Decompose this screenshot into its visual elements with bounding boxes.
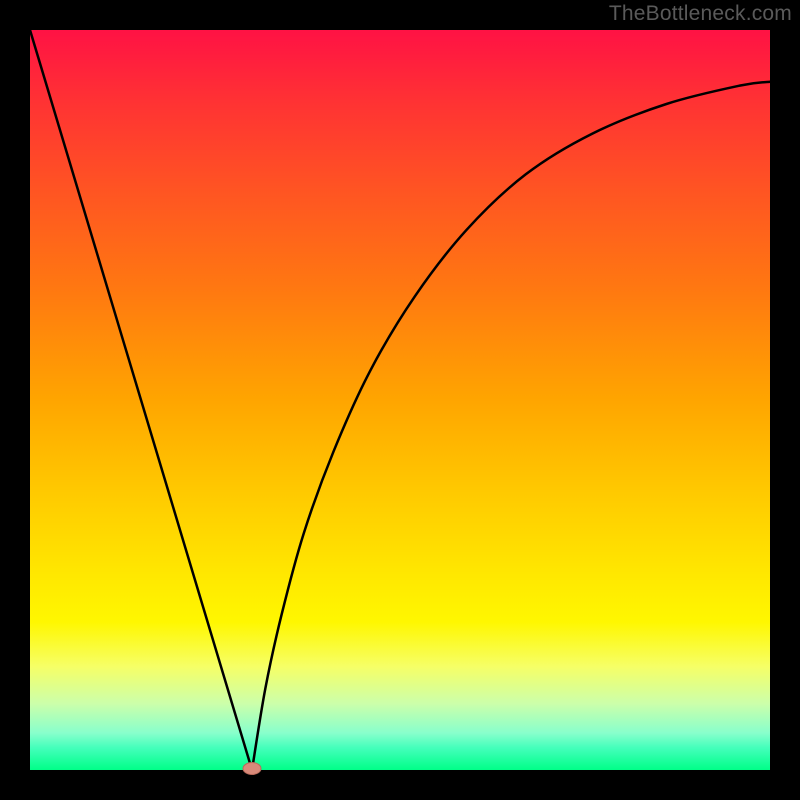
- minimum-marker: [243, 763, 261, 775]
- bottleneck-chart: [0, 0, 800, 800]
- chart-container: TheBottleneck.com: [0, 0, 800, 800]
- watermark-text: TheBottleneck.com: [609, 2, 792, 26]
